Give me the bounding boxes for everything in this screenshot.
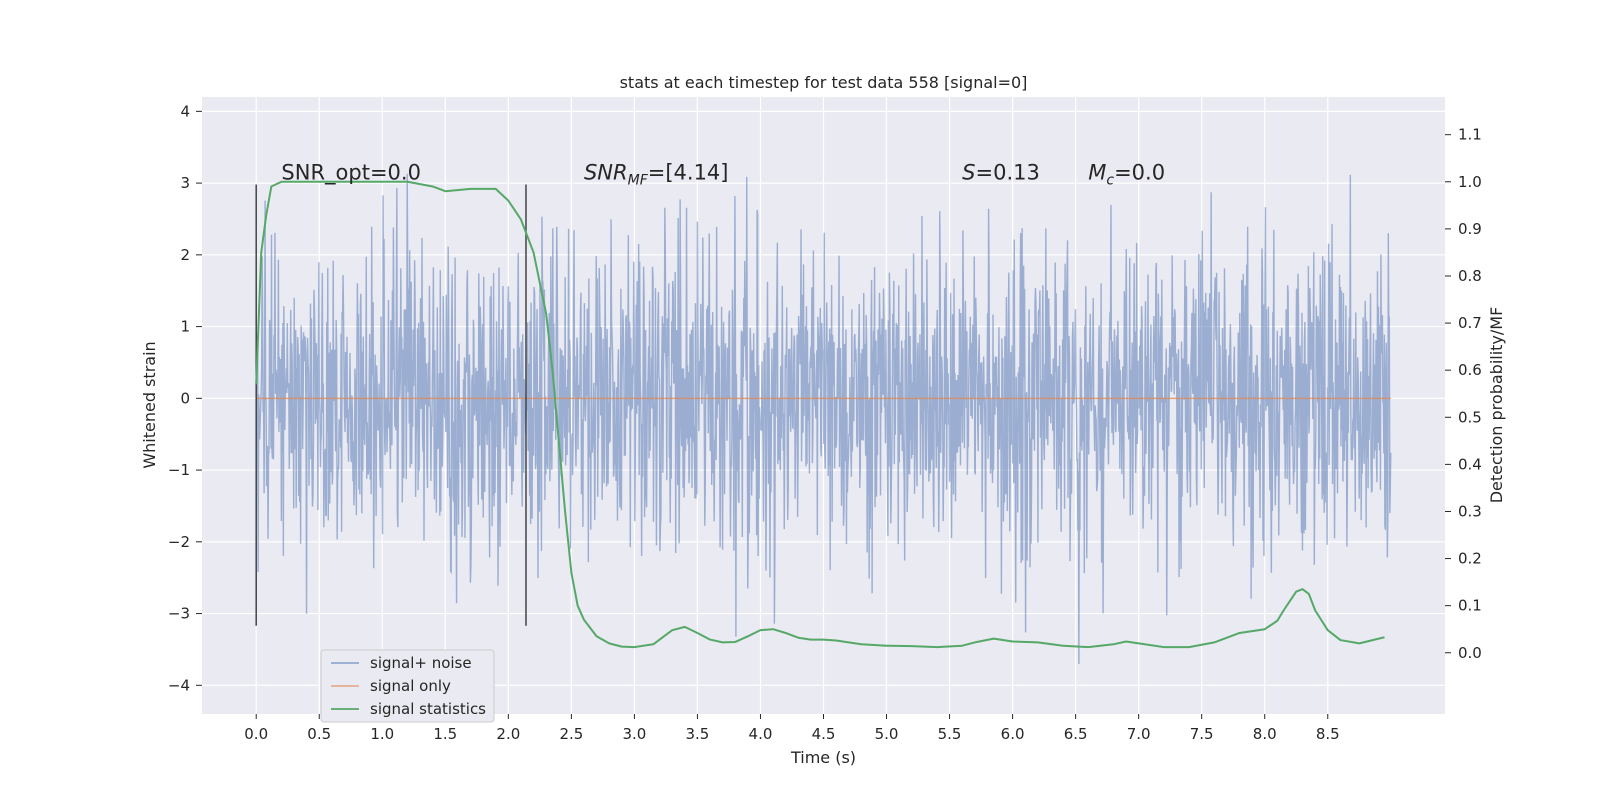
x-tick-label-8: 4.0 — [749, 725, 773, 743]
y-tick-label-3: 1 — [180, 318, 190, 336]
x-tick-label-16: 8.0 — [1253, 725, 1277, 743]
x-tick-label-7: 3.5 — [686, 725, 710, 743]
legend-label-noise: signal+ noise — [370, 654, 472, 672]
noise-series — [255, 173, 1392, 664]
y-tick-label-1: 3 — [180, 174, 190, 192]
x-tick-label-11: 5.5 — [938, 725, 962, 743]
vertical-markers — [255, 184, 527, 626]
y2-axis-label: Detection probability/MF — [1487, 307, 1506, 504]
annotation-3: Mc=0.0 — [1088, 161, 1165, 189]
x-tick-label-10: 5.0 — [875, 725, 899, 743]
legend-label-stats: signal statistics — [370, 700, 486, 718]
y2-tick-label-2: 0.9 — [1458, 220, 1482, 238]
x-axis-label: Time (s) — [790, 748, 856, 767]
annotation-2: S=0.13 — [962, 161, 1040, 185]
y-tick-label-4: 0 — [180, 389, 190, 407]
y2-tick-label-8: 0.3 — [1458, 502, 1482, 520]
y-tick-label-6: −2 — [168, 533, 190, 551]
x-tick-label-14: 7.0 — [1127, 725, 1151, 743]
x-tick-label-5: 2.5 — [559, 725, 583, 743]
y-axis-right: 1.1 1.0 0.9 0.8 0.7 0.6 0.5 0.4 0.3 0.2 0.1 0.0 — [1445, 126, 1482, 662]
legend-label-signal: signal only — [370, 677, 451, 695]
annotation-1: SNRMF=[4.14] — [584, 161, 729, 189]
x-tick-label-13: 6.5 — [1064, 725, 1088, 743]
y-axis-label: Whitened strain — [140, 341, 159, 468]
x-axis: 0.0 0.5 1.0 1.5 2.0 2.5 3.0 3.5 4.0 4.5 5.0 5.5 6.0 6… — [244, 714, 1340, 743]
y2-tick-label-5: 0.6 — [1458, 361, 1482, 379]
x-tick-label-6: 3.0 — [622, 725, 646, 743]
y2-tick-label-10: 0.1 — [1458, 597, 1482, 615]
y-tick-label-2: 2 — [180, 246, 190, 264]
annotations: SNR_opt=0.0 SNRMF=[4.14] S=0.13 Mc=0.0 — [281, 161, 1165, 189]
statistics-series — [255, 180, 1385, 649]
y2-tick-label-0: 1.1 — [1458, 126, 1482, 144]
x-tick-label-1: 0.5 — [307, 725, 331, 743]
y2-tick-label-1: 1.0 — [1458, 173, 1482, 191]
y2-tick-label-7: 0.4 — [1458, 455, 1482, 473]
x-tick-label-9: 4.5 — [812, 725, 836, 743]
legend-box — [320, 649, 495, 723]
y2-tick-label-3: 0.8 — [1458, 267, 1482, 285]
y2-tick-label-9: 0.2 — [1458, 550, 1482, 568]
annotation-0: SNR_opt=0.0 — [281, 161, 421, 186]
legend: signal+ noise signal only signal statist… — [320, 649, 495, 723]
y2-tick-label-4: 0.7 — [1458, 314, 1482, 332]
x-tick-label-2: 1.0 — [370, 725, 394, 743]
y-tick-label-8: −4 — [168, 676, 190, 694]
x-tick-label-3: 1.5 — [433, 725, 457, 743]
x-tick-label-4: 2.0 — [496, 725, 520, 743]
y-tick-label-7: −3 — [168, 605, 190, 623]
x-tick-label-17: 8.5 — [1316, 725, 1340, 743]
y-axis-left: 4 3 2 1 0 −1 −2 −3 −4 — [168, 102, 202, 694]
x-tick-label-0: 0.0 — [244, 725, 268, 743]
chart-title: stats at each timestep for test data 558… — [620, 73, 1028, 92]
y-tick-label-5: −1 — [168, 461, 190, 479]
y2-tick-label-11: 0.0 — [1458, 644, 1482, 662]
x-tick-label-15: 7.5 — [1190, 725, 1214, 743]
x-tick-label-12: 6.0 — [1001, 725, 1025, 743]
y-tick-label-0: 4 — [180, 102, 190, 120]
series-signal-noise-line — [255, 173, 1392, 664]
series-signal-statistics-line — [255, 180, 1385, 649]
y2-tick-label-6: 0.5 — [1458, 408, 1482, 426]
